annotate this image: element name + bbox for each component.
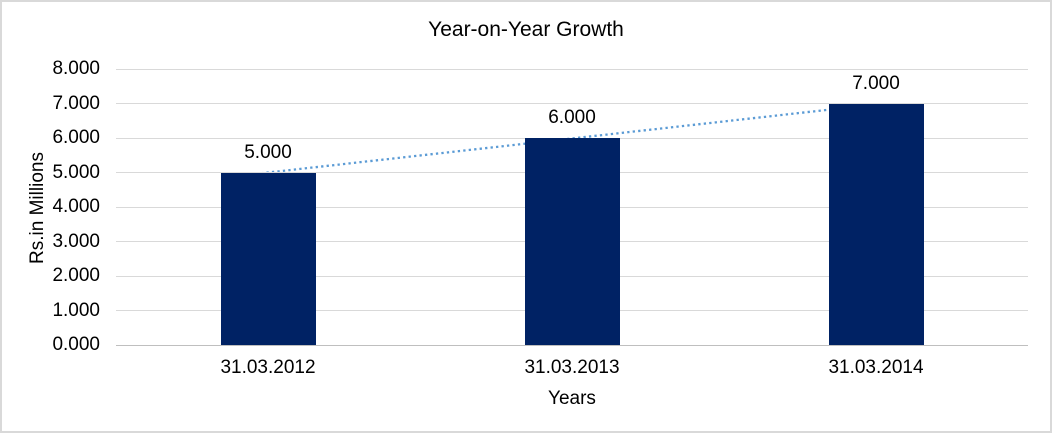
y-tick-label: 6.000 (52, 127, 100, 148)
bar (828, 103, 924, 345)
x-axis-title: Years (548, 388, 596, 409)
x-tick-label: 31.03.2013 (524, 357, 620, 378)
bar-value-label: 6.000 (548, 107, 596, 128)
y-tick-label: 2.000 (52, 265, 100, 286)
bar (220, 172, 316, 345)
x-tick-label: 31.03.2014 (828, 357, 924, 378)
gridline (116, 68, 1028, 70)
y-tick-label: 3.000 (52, 230, 100, 252)
y-tick-label: 0.000 (52, 334, 100, 355)
y-tick-label: 1.000 (52, 299, 100, 321)
gridline (116, 103, 1028, 104)
y-tick-label: 5.000 (52, 161, 100, 183)
y-tick-label: 4.000 (52, 196, 100, 217)
bar-value-label: 5.000 (244, 141, 292, 163)
bar (524, 138, 620, 345)
chart-title: Year-on-Year Growth (428, 18, 624, 41)
x-axis-line (116, 344, 1028, 346)
y-tick-label: 8.000 (52, 58, 100, 79)
x-tick-label: 31.03.2012 (220, 357, 316, 378)
bar-value-label: 7.000 (852, 72, 900, 94)
y-tick-label: 7.000 (52, 92, 100, 114)
